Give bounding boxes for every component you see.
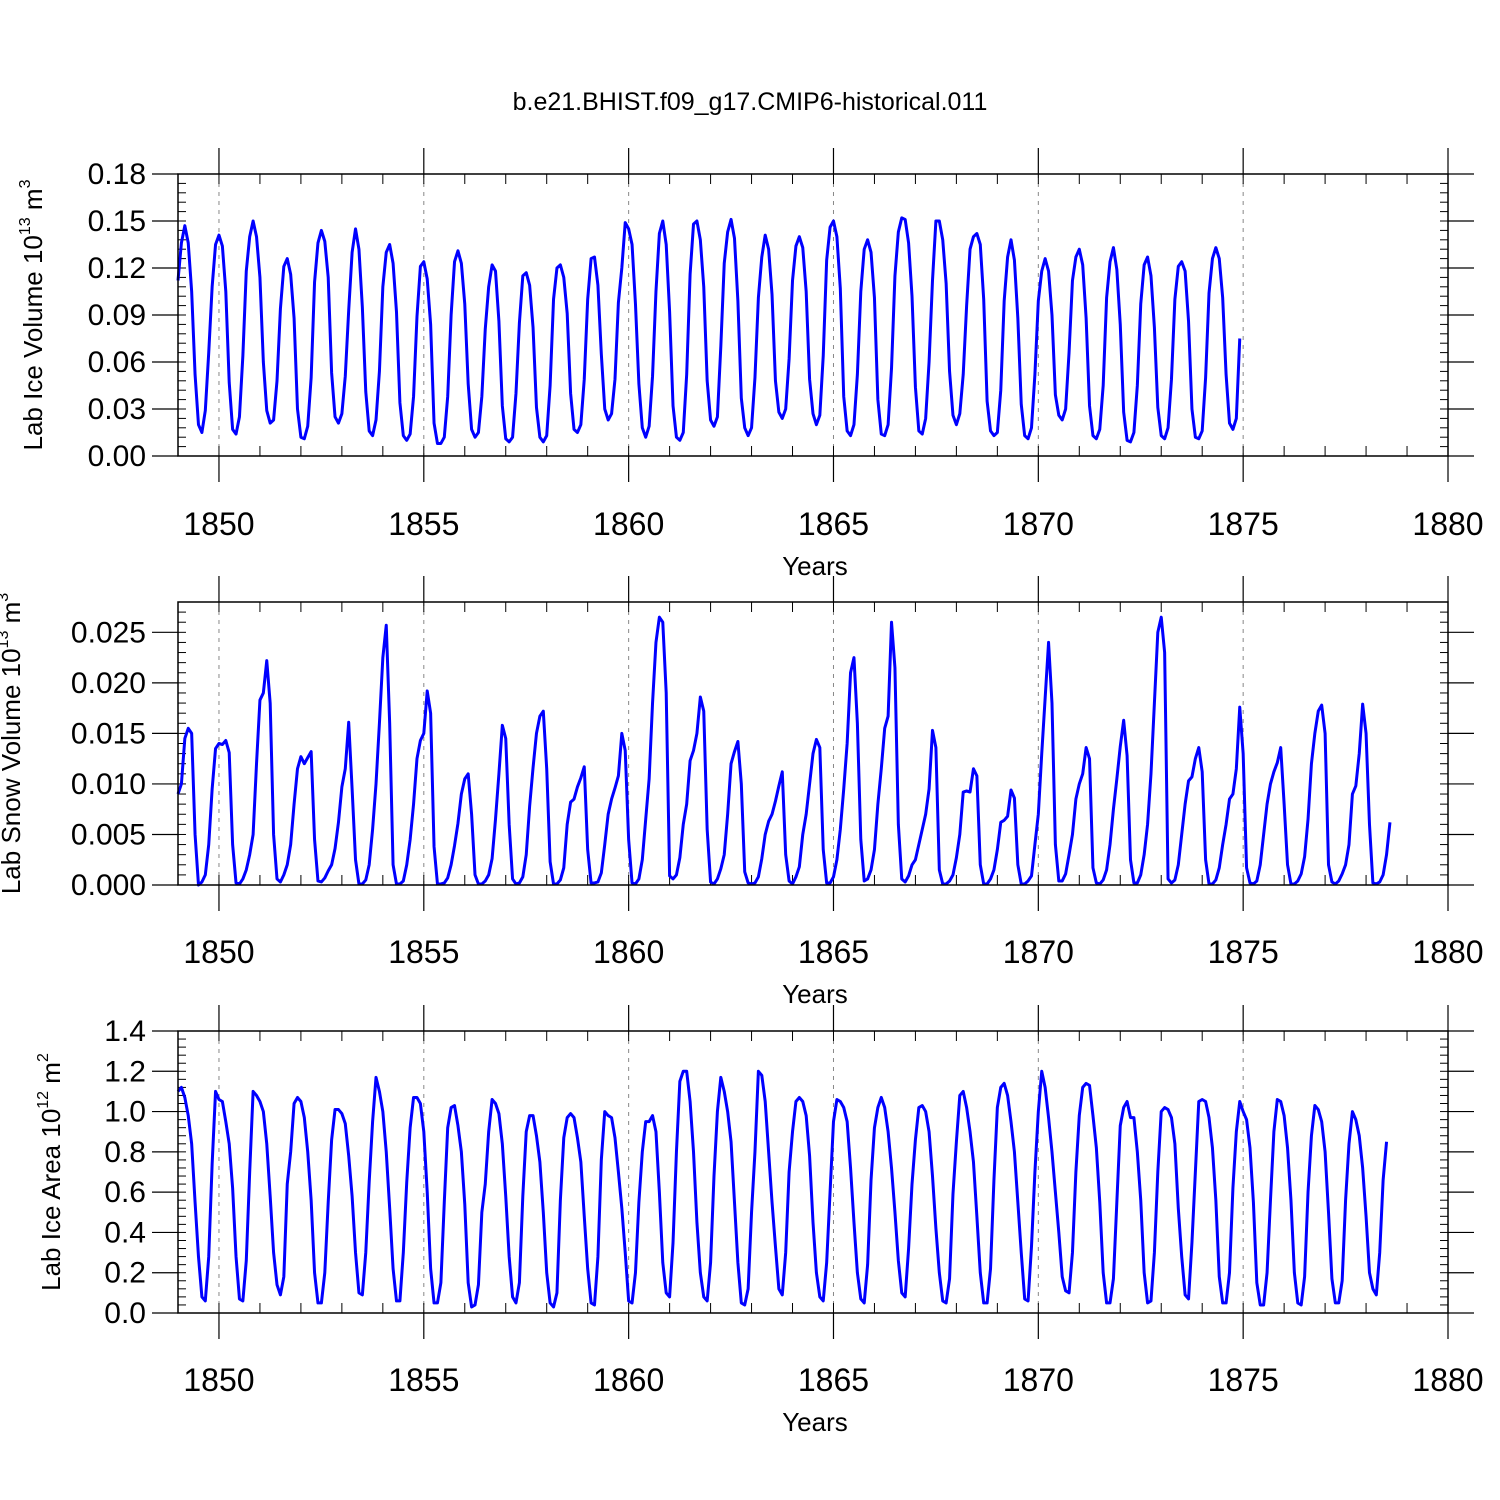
y-axis-label-part: 3 [17, 179, 34, 188]
y-tick-label: 0.00 [88, 440, 146, 473]
y-tick-label: 0.18 [88, 158, 146, 191]
y-tick-label: 1.2 [104, 1055, 146, 1088]
series-line-1 [176, 615, 1392, 887]
x-tick-label: 1870 [1003, 1362, 1074, 1398]
x-tick-label: 1880 [1412, 506, 1483, 542]
x-tick-label: 1850 [183, 934, 254, 970]
x-tick-label: 1855 [388, 506, 459, 542]
x-axis-label: Years [782, 551, 848, 581]
x-axis-label: Years [782, 979, 848, 1009]
x-tick-label: 1870 [1003, 934, 1074, 970]
y-axis-label-part: m [0, 602, 26, 631]
x-tick-label: 1850 [183, 506, 254, 542]
y-tick-label: 0.020 [71, 667, 146, 700]
chart-panel-2: 0.000 0.005 0.010 0.015 0.020 0.025 1850 1855 18… [0, 576, 1484, 1009]
y-tick-label: 0.000 [71, 869, 146, 902]
x-tick-label: 1875 [1208, 934, 1279, 970]
y-axis-label-part: 2 [35, 1053, 52, 1062]
y-axis-label-part: 13 [17, 217, 34, 235]
x-tick-label: 1865 [798, 1362, 869, 1398]
plot-frame [177, 1030, 1449, 1314]
y-tick-label: 0.06 [88, 346, 146, 379]
y-axis-label-part: 12 [35, 1091, 52, 1109]
y-axis-label-part: 3 [0, 593, 12, 602]
series-line-1 [176, 1069, 1389, 1309]
y-tick-label: 0.12 [88, 252, 146, 285]
y-axis-label: Lab Ice Area 1012 m2 [35, 1053, 66, 1291]
y-tick-label: 0.025 [71, 616, 146, 649]
x-tick-label: 1860 [593, 1362, 664, 1398]
plot-frame [177, 601, 1449, 886]
y-axis-label-part: Lab Snow Volume 10 [0, 648, 26, 894]
y-axis-label: Lab Ice Volume 1013 m3 [17, 179, 48, 450]
y-axis-label-part: 13 [0, 631, 12, 649]
x-tick-label: 1865 [798, 506, 869, 542]
y-tick-label: 0.8 [104, 1136, 146, 1169]
y-tick-label: 0.010 [71, 768, 146, 801]
y-tick-label: 0.015 [71, 717, 146, 750]
y-tick-label: 0.005 [71, 818, 146, 851]
y-tick-label: 0.4 [104, 1216, 146, 1249]
x-tick-label: 1880 [1412, 934, 1483, 970]
x-tick-label: 1875 [1208, 506, 1279, 542]
x-axis-label: Years [782, 1407, 848, 1437]
y-axis-label-part: Lab Ice Area 10 [36, 1109, 66, 1291]
y-axis-label-part: Lab Ice Volume 10 [18, 235, 48, 450]
y-tick-label: 0.03 [88, 393, 146, 426]
chart-panel-3: 0.0 0.2 0.4 0.6 0.8 1.0 1.2 1.4 1850 1855 1860 1865… [35, 1005, 1484, 1437]
y-tick-label: 1.0 [104, 1096, 146, 1129]
x-tick-label: 1865 [798, 934, 869, 970]
y-axis-label-part: m [18, 188, 48, 217]
x-tick-label: 1875 [1208, 1362, 1279, 1398]
x-tick-label: 1855 [388, 1362, 459, 1398]
chart-panel-1: 0.00 0.03 0.06 0.09 0.12 0.15 0.18 1850 1855 1860… [17, 148, 1484, 581]
page-title: b.e21.BHIST.f09_g17.CMIP6-historical.011 [513, 88, 988, 116]
y-tick-label: 0.2 [104, 1257, 146, 1290]
x-tick-label: 1860 [593, 934, 664, 970]
x-tick-label: 1855 [388, 934, 459, 970]
y-tick-label: 0.6 [104, 1176, 146, 1209]
y-tick-label: 0.09 [88, 299, 146, 332]
y-tick-label: 0.15 [88, 205, 146, 238]
x-tick-label: 1880 [1412, 1362, 1483, 1398]
x-tick-label: 1870 [1003, 506, 1074, 542]
series-line-1 [176, 216, 1242, 445]
y-axis-label: Lab Snow Volume 1013 m3 [0, 593, 26, 894]
plot-frame [177, 173, 1449, 457]
y-tick-label: 0.0 [104, 1297, 146, 1330]
y-axis-label-part: m [36, 1062, 66, 1091]
y-tick-label: 1.4 [104, 1015, 146, 1048]
x-tick-label: 1860 [593, 506, 664, 542]
x-tick-label: 1850 [183, 1362, 254, 1398]
